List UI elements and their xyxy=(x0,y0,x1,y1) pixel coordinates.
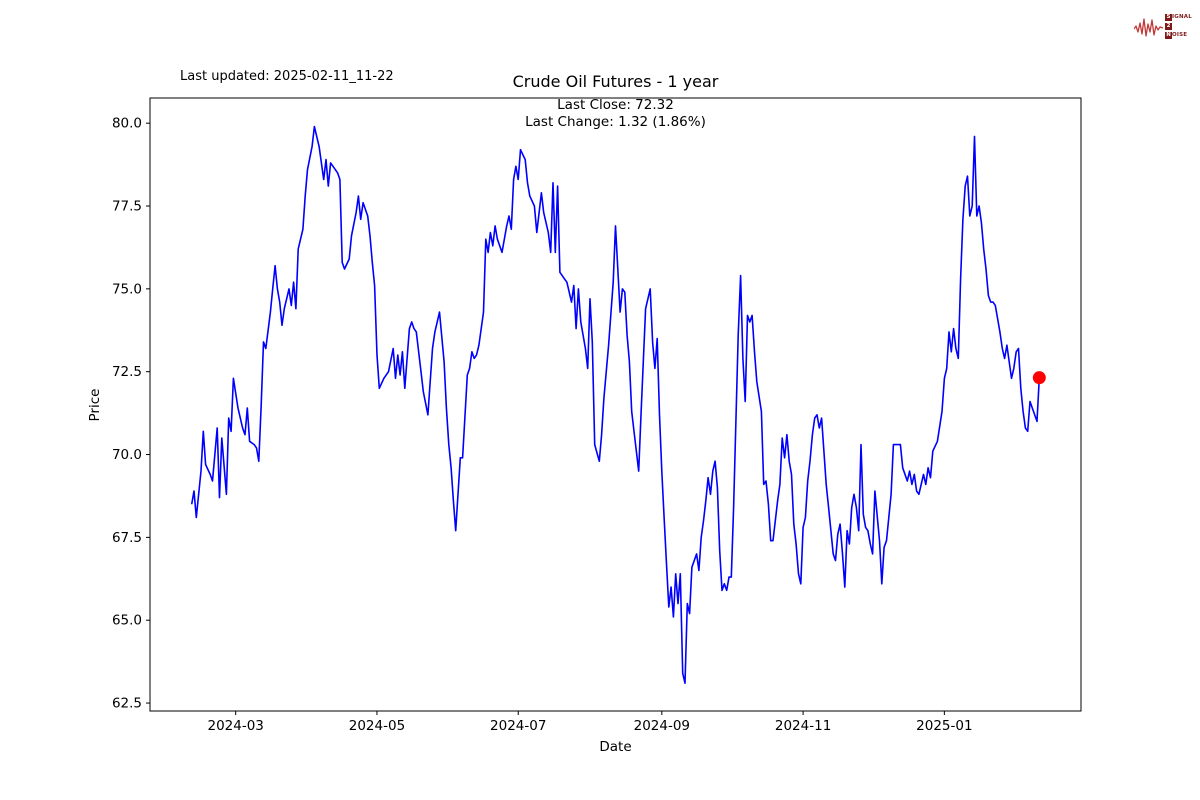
y-tick-label: 62.5 xyxy=(112,696,142,712)
x-tick-label: 2024-11 xyxy=(775,718,831,734)
logo-letter-2: 2 xyxy=(1165,22,1172,30)
axes-frame xyxy=(149,97,1082,712)
x-axis-label: Date xyxy=(599,739,632,755)
last-updated-text: Last updated: 2025-02-11_11-22 xyxy=(180,69,394,84)
logo-letter-n: N xyxy=(1165,31,1172,39)
x-tick-label: 2024-09 xyxy=(634,718,690,734)
y-tick-label: 70.0 xyxy=(112,447,142,463)
x-tick-label: 2025-01 xyxy=(916,718,972,734)
price-line-series xyxy=(190,125,1041,685)
x-tick-label: 2024-07 xyxy=(490,718,546,734)
logo-letter-s: S xyxy=(1165,13,1172,21)
logo-text: S IGNAL 2 N OISE xyxy=(1165,13,1192,39)
logo-row-2: 2 xyxy=(1165,22,1192,30)
y-tick-label: 72.5 xyxy=(112,364,142,380)
last-close-annotation: Last Close: 72.32 xyxy=(557,97,674,113)
waveform-icon xyxy=(1134,18,1164,37)
y-tick-label: 65.0 xyxy=(112,613,142,629)
logo-word-noise: OISE xyxy=(1172,31,1188,38)
y-tick-label: 67.5 xyxy=(112,530,142,546)
x-tick-label: 2024-05 xyxy=(349,718,405,734)
x-tick-label: 2024-03 xyxy=(207,718,263,734)
logo-word-signal: IGNAL xyxy=(1172,13,1192,20)
y-tick-label: 80.0 xyxy=(112,116,142,132)
last-change-annotation: Last Change: 1.32 (1.86%) xyxy=(525,114,706,130)
chart-title: Crude Oil Futures - 1 year xyxy=(512,72,719,91)
logo-row-noise: N OISE xyxy=(1165,31,1192,39)
brand-logo: S IGNAL 2 N OISE xyxy=(1134,6,1192,46)
logo-row-signal: S IGNAL xyxy=(1165,13,1192,21)
y-tick-label: 75.0 xyxy=(112,281,142,297)
last-point-marker xyxy=(1032,371,1046,385)
y-tick-label: 77.5 xyxy=(112,199,142,215)
